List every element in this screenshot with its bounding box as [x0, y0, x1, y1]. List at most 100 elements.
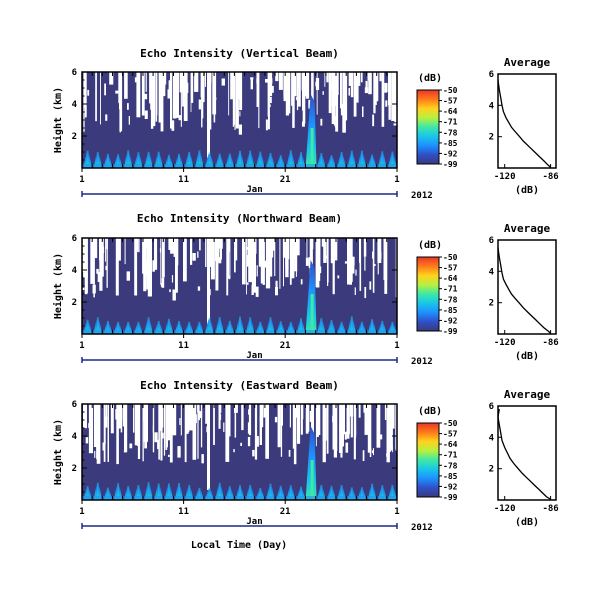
echo-core	[218, 317, 221, 334]
no-data-gap	[184, 404, 187, 463]
echo-core	[371, 154, 374, 168]
x-axis-label: Local Time (Day)	[191, 539, 287, 551]
no-data-gap	[94, 238, 98, 259]
no-data-gap	[161, 72, 166, 97]
month-label: Jan	[246, 185, 262, 195]
no-data-gap	[316, 72, 318, 115]
no-data-gap	[170, 72, 173, 129]
no-data-gap	[99, 238, 103, 291]
no-data-gap	[372, 238, 375, 293]
no-data-gap	[155, 72, 158, 116]
no-data-gap	[164, 72, 166, 89]
echo-core	[147, 151, 150, 168]
no-data-gap	[316, 404, 319, 437]
no-data-gap	[293, 404, 297, 418]
no-data-gap	[373, 72, 376, 114]
no-data-gap	[372, 251, 374, 259]
no-data-gap	[267, 276, 269, 281]
no-data-gap	[288, 450, 291, 457]
no-data-gap	[165, 404, 168, 448]
no-data-gap	[364, 87, 369, 94]
no-data-gap	[268, 72, 270, 130]
no-data-gap	[144, 264, 148, 276]
echo-core	[360, 487, 363, 500]
y-tick-label: 4	[489, 267, 495, 277]
no-data-gap	[201, 454, 204, 464]
no-data-gap	[168, 238, 171, 250]
no-data-gap	[160, 72, 164, 132]
echo-core	[106, 153, 109, 168]
no-data-gap	[280, 404, 283, 457]
y-axis-label: Height (km)	[52, 253, 64, 319]
no-data-gap	[369, 448, 372, 457]
no-data-gap	[215, 97, 217, 100]
no-data-gap	[209, 72, 212, 83]
no-data-gap	[390, 445, 393, 451]
no-data-gap	[351, 264, 355, 274]
no-data-gap	[172, 289, 176, 301]
no-data-gap	[97, 271, 100, 282]
no-data-gap	[358, 404, 361, 418]
no-data-gap	[136, 238, 139, 252]
no-data-gap	[332, 238, 335, 295]
y-axis-label: Height (km)	[52, 419, 64, 485]
no-data-gap	[282, 238, 286, 258]
echo-core	[228, 486, 231, 500]
no-data-gap	[308, 99, 312, 109]
no-data-gap	[297, 238, 300, 256]
colorbar-tick-label: -50	[443, 86, 458, 95]
no-data-gap	[154, 238, 158, 270]
echo-core	[178, 154, 180, 168]
surface-band	[82, 330, 397, 334]
y-tick-label: 6	[489, 70, 494, 80]
no-data-gap	[372, 114, 375, 127]
no-data-gap	[310, 238, 314, 250]
no-data-gap	[107, 404, 109, 462]
echo-core	[279, 321, 282, 334]
no-data-gap	[124, 404, 128, 453]
no-data-gap	[219, 251, 222, 255]
colorbar-tick-label: -99	[443, 160, 458, 169]
no-data-gap	[197, 411, 200, 421]
no-data-gap	[390, 404, 395, 429]
no-data-gap	[225, 404, 230, 462]
no-data-gap	[193, 404, 197, 417]
no-data-gap	[129, 443, 133, 449]
no-data-gap	[93, 238, 95, 298]
no-data-gap	[335, 404, 338, 451]
echo-core	[157, 321, 160, 334]
no-data-gap	[377, 238, 379, 275]
no-data-gap	[218, 256, 222, 264]
echo-core	[249, 484, 252, 500]
colorbar	[416, 422, 440, 498]
no-data-gap	[85, 437, 89, 444]
no-data-gap	[268, 238, 273, 277]
no-data-gap	[250, 77, 254, 80]
x-tick-label: 1	[79, 507, 84, 517]
no-data-gap	[229, 275, 231, 280]
no-data-gap	[219, 413, 222, 420]
echo-core	[320, 484, 323, 500]
no-data-gap	[277, 404, 281, 448]
no-data-gap	[124, 438, 127, 444]
no-data-gap	[385, 100, 388, 107]
no-data-gap	[173, 238, 177, 257]
no-data-gap	[115, 409, 119, 420]
echo-core	[381, 320, 384, 334]
x-tick-label: 21	[280, 507, 291, 517]
no-data-gap	[355, 269, 357, 276]
no-data-gap	[384, 404, 387, 420]
average-x-label: (dB)	[515, 351, 539, 362]
heatmap-panel: Echo Intensity (Eastward Beam)1 11 21 1Jan2…	[52, 379, 458, 533]
no-data-gap	[379, 251, 382, 259]
average-panel: Average 6 4 2 -120 -86(dB)	[489, 222, 559, 362]
y-tick-label: 4	[72, 432, 78, 442]
no-data-gap	[261, 404, 264, 428]
y-tick-label: 6	[72, 68, 77, 78]
no-data-gap	[321, 238, 326, 247]
echo-core	[350, 487, 353, 500]
echo-core	[320, 153, 323, 168]
no-data-gap	[386, 404, 390, 463]
average-panel: Average 6 4 2 -120 -86(dB)	[489, 56, 559, 196]
echo-core	[259, 151, 262, 168]
